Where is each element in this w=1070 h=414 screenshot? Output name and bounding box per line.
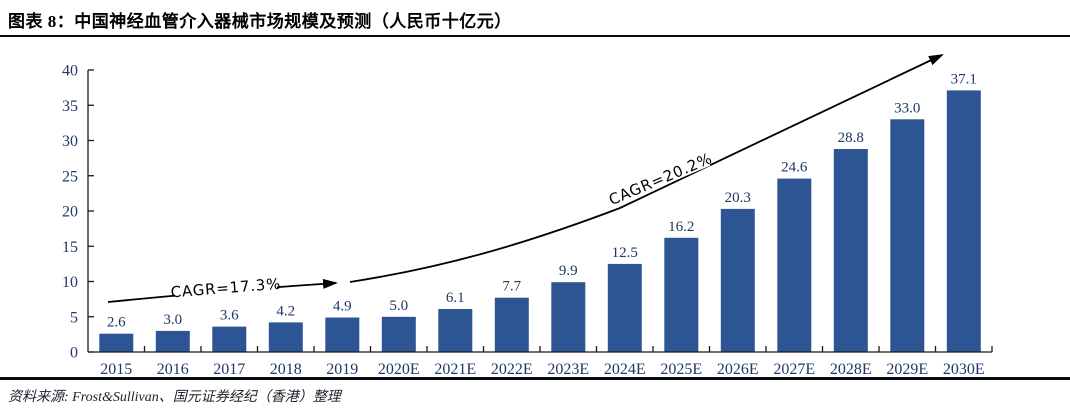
bar-value-label-2028E: 28.8	[838, 130, 864, 146]
x-tick-label-2017: 2017	[213, 361, 245, 376]
bar-2025E	[664, 237, 699, 352]
bar-2019	[325, 317, 360, 352]
bar-2017	[212, 326, 247, 352]
annotation-backdrop	[174, 274, 278, 299]
bar-chart: 2.620153.020163.620174.220184.920195.020…	[62, 54, 993, 376]
x-tick-label-2027E: 2027E	[773, 361, 815, 376]
bar-2022E	[494, 297, 529, 352]
bar-value-label-2017: 3.6	[220, 308, 239, 324]
x-tick-label-2015: 2015	[100, 361, 132, 376]
cagr-annotation-2: CAGR=20.2%	[606, 149, 715, 209]
trend-layer	[107, 54, 944, 303]
x-tick-label-2024E: 2024E	[604, 361, 646, 376]
cagr-annotation-text: CAGR=17.3%	[170, 275, 282, 302]
bars-layer: 2.6 2015 3.0 2016 3.6 2017 4.2 2018 4.9 2019 5.0 20…	[99, 71, 985, 376]
bar-2029E	[890, 119, 925, 352]
bar-value-label-2024E: 12.5	[612, 245, 638, 261]
bar-2026E	[720, 208, 755, 352]
bar-2020E	[381, 316, 416, 353]
bar-value-label-2019: 4.9	[333, 299, 352, 315]
footer-divider	[0, 377, 1070, 380]
x-tick-label-2028E: 2028E	[830, 361, 872, 376]
axis-layer: 0 5 10 15 20 25 30 35 40	[62, 63, 993, 362]
y-tick-label: 25	[62, 168, 78, 185]
bar-2021E	[438, 309, 473, 352]
x-tick-label-2016: 2016	[157, 361, 189, 376]
y-tick-label: 5	[70, 309, 78, 326]
x-tick-label-2022E: 2022E	[491, 361, 533, 376]
cagr-trend-arrow-2	[349, 54, 944, 283]
cagr-annotation-text: CAGR=20.2%	[606, 149, 715, 209]
bar-value-label-2025E: 16.2	[668, 219, 694, 235]
bar-value-label-2020E: 5.0	[389, 298, 408, 314]
bar-value-label-2015: 2.6	[107, 315, 126, 331]
y-tick-label: 10	[62, 274, 78, 291]
bar-value-label-2023E: 9.9	[559, 263, 578, 279]
figure-title: 图表 8：中国神经血管介入器械市场规模及预测（人民币十亿元）	[8, 12, 512, 31]
bar-value-label-2027E: 24.6	[781, 160, 808, 176]
annotation-backdrop	[609, 149, 711, 206]
x-tick-label-2018: 2018	[270, 361, 302, 376]
y-tick-label: 20	[62, 204, 78, 221]
x-tick-label-2026E: 2026E	[717, 361, 759, 376]
bar-value-label-2022E: 7.7	[502, 279, 521, 295]
bar-2028E	[833, 149, 868, 352]
cagr-annotation-1: CAGR=17.3%	[170, 274, 282, 302]
bar-value-label-2021E: 6.1	[446, 290, 465, 306]
x-tick-label-2025E: 2025E	[660, 361, 702, 376]
x-tick-label-2019: 2019	[326, 361, 358, 376]
bar-value-label-2026E: 20.3	[725, 190, 751, 206]
bar-2015	[99, 333, 134, 352]
bar-2023E	[551, 282, 586, 352]
bar-value-label-2030E: 37.1	[951, 71, 977, 87]
x-tick-label-2030E: 2030E	[943, 361, 985, 376]
bar-2030E	[946, 90, 981, 353]
y-tick-label: 15	[62, 239, 78, 256]
bar-value-label-2016: 3.0	[163, 312, 182, 328]
x-tick-label-2020E: 2020E	[378, 361, 420, 376]
bar-2016	[155, 330, 190, 352]
y-tick-label: 0	[70, 345, 78, 362]
bar-2027E	[777, 178, 812, 352]
bar-value-label-2018: 4.2	[276, 303, 295, 319]
title-divider	[0, 35, 1070, 37]
x-tick-label-2029E: 2029E	[886, 361, 928, 376]
bar-2018	[268, 322, 303, 352]
bar-value-label-2029E: 33.0	[894, 100, 920, 116]
bar-2024E	[607, 263, 642, 352]
y-tick-label: 30	[62, 133, 78, 150]
x-tick-label-2021E: 2021E	[434, 361, 476, 376]
x-tick-label-2023E: 2023E	[547, 361, 589, 376]
source-note: 资料来源: Frost&Sullivan、国元证券经纪（香港）整理	[8, 390, 341, 405]
y-tick-label: 35	[62, 98, 78, 115]
y-tick-label: 40	[62, 63, 78, 80]
